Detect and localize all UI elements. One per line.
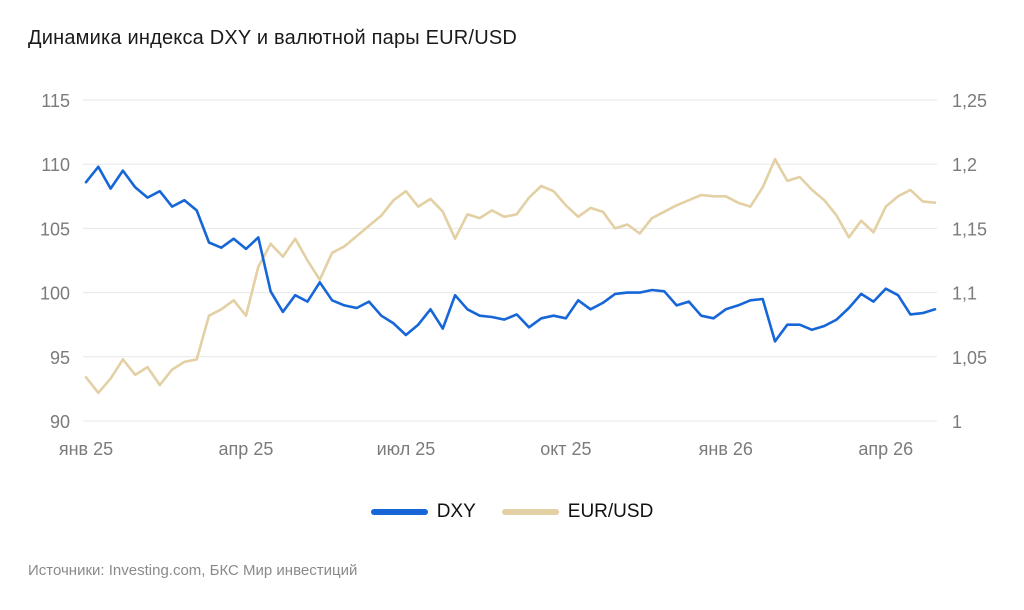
legend-label-dxy: DXY (436, 501, 476, 522)
sources-note: Источники: Investing.com, БКС Мир инвест… (28, 562, 358, 579)
dxy-line (84, 165, 937, 343)
x-axis-label: янв 26 (699, 439, 753, 459)
y-axis-label-right: 1,2 (952, 155, 977, 175)
legend-item-dxy: DXY (370, 501, 476, 523)
y-axis-label-left: 115 (41, 91, 70, 111)
eurusd-line (84, 157, 937, 395)
y-axis-label-left: 100 (40, 284, 70, 304)
x-axis-label: апр 25 (219, 439, 274, 459)
chart-title: Динамика индекса DXY и валютной пары EUR… (28, 27, 518, 49)
x-axis-label: янв 25 (59, 439, 113, 459)
legend-swatch-dxy (370, 509, 428, 515)
y-axis-label-right: 1,25 (952, 91, 987, 111)
y-axis-label-right: 1,05 (952, 348, 987, 368)
x-axis-label: окт 25 (540, 439, 591, 459)
y-axis-label-right: 1 (952, 412, 962, 432)
y-axis-label-right: 1,1 (952, 284, 977, 304)
y-axis-label-left: 110 (41, 155, 70, 175)
legend-label-eurusd: EUR/USD (567, 501, 654, 522)
legend-swatch-eurusd (501, 509, 559, 515)
y-axis-label-left: 90 (50, 412, 70, 432)
x-axis-label: июл 25 (377, 439, 436, 459)
y-axis-label-left: 105 (40, 219, 70, 239)
legend: DXY EUR/USD (0, 501, 1024, 523)
y-axis-label-right: 1,15 (952, 219, 987, 239)
y-axis-label-left: 95 (50, 348, 70, 368)
chart-canvas: 90 1 95 1,05 100 1,1 105 1,15 110 1,2 115 1,25 янв 2… (40, 91, 987, 459)
x-axis-label: апр 26 (858, 439, 913, 459)
legend-item-eurusd: EUR/USD (501, 501, 654, 523)
